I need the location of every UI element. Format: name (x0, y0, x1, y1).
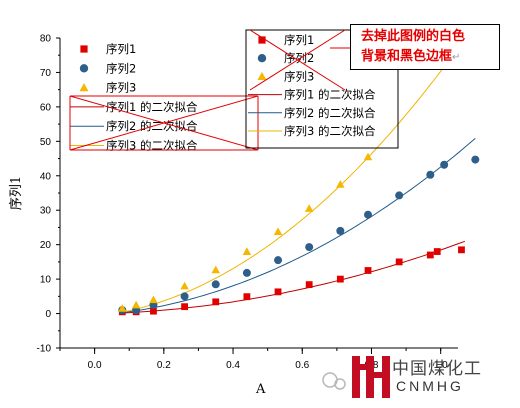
legend-label: 序列3 的二次拟合 (106, 139, 198, 153)
data-point (211, 280, 220, 289)
data-point (426, 170, 435, 179)
data-point (180, 292, 189, 301)
data-point (304, 204, 314, 212)
annotation-line-2: 背景和黑色边框 (361, 49, 453, 64)
y-tick-label: 40 (40, 171, 52, 182)
x-tick-label: 1.0 (434, 360, 448, 371)
data-point (364, 210, 373, 219)
legend-label: 序列1 (284, 33, 314, 47)
data-point (242, 247, 252, 255)
y-tick-label: 30 (40, 206, 52, 217)
watermark-name: 中国煤化工 (392, 359, 482, 379)
logo-mark-icon (322, 356, 390, 398)
data-point (274, 288, 282, 296)
data-point (395, 258, 403, 266)
legend-marker (79, 83, 89, 92)
legend-marker (258, 36, 266, 44)
data-point (395, 191, 404, 200)
watermark-logo: 中国煤化工 CNMHG (300, 350, 520, 404)
y-tick-label: 10 (40, 275, 52, 286)
x-tick-label: 0.6 (295, 360, 309, 371)
watermark-sub: CNMHG (396, 378, 464, 394)
legend-label: 序列2 (106, 61, 136, 75)
y-tick-label: 20 (40, 240, 52, 251)
y-tick-label: -10 (37, 344, 52, 355)
fit-line (122, 47, 459, 313)
y-tick-label: 0 (45, 309, 51, 320)
data-point (305, 281, 313, 289)
legend-marker (257, 71, 267, 80)
fit-line (122, 138, 476, 314)
data-point (336, 226, 345, 235)
x-tick-label: 0.4 (226, 360, 240, 371)
data-point (274, 256, 283, 265)
data-point (433, 248, 441, 255)
strike-line (249, 29, 346, 91)
data-point (131, 300, 141, 309)
legend-label: 序列3 (106, 81, 136, 95)
data-point (336, 275, 344, 283)
data-points (118, 152, 480, 316)
x-axis-title: A (255, 382, 266, 397)
data-point (211, 265, 220, 274)
strike-line (69, 95, 259, 151)
data-point (364, 267, 372, 274)
data-point (440, 160, 449, 169)
data-point (273, 227, 283, 235)
axes: -10010203040506070800.00.20.40.60.81.0A序… (9, 34, 458, 397)
legend-label: 序列1 (106, 42, 136, 56)
legend-frame (245, 29, 399, 149)
annotation-line-1: 去掉此图例的白色 (361, 29, 466, 44)
legend-label: 序列1 的二次拟合 (106, 100, 198, 114)
legend-label: 序列1 的二次拟合 (284, 88, 376, 102)
data-point (243, 293, 251, 301)
fit-line (122, 240, 466, 314)
annotation-callout: 去掉此图例的白色 背景和黑色边框↵ (350, 24, 500, 70)
legend-label: 序列3 (284, 69, 314, 83)
data-point (180, 281, 189, 290)
y-axis-title: 序列1 (9, 176, 24, 210)
data-point (363, 152, 373, 161)
legend-marker (80, 45, 88, 53)
data-point (426, 251, 434, 259)
y-tick-label: 50 (40, 137, 52, 148)
data-point (149, 295, 158, 304)
legend-marker (79, 64, 89, 73)
data-point (181, 303, 188, 311)
data-point (150, 307, 157, 315)
y-tick-label: 70 (40, 68, 52, 79)
legend-label: 序列3 的二次拟合 (284, 124, 376, 138)
data-point (458, 246, 465, 254)
return-mark: ↵ (452, 52, 461, 63)
data-point (118, 304, 127, 312)
data-point (305, 243, 314, 252)
y-tick-label: 60 (40, 102, 52, 113)
data-point (242, 268, 251, 277)
legend-label: 序列2 (284, 51, 314, 65)
data-point (471, 155, 480, 164)
data-point (212, 298, 220, 306)
legend-label: 序列2 的二次拟合 (284, 106, 376, 120)
x-tick-label: 0.2 (157, 360, 171, 371)
y-tick-label: 80 (40, 34, 52, 45)
fit-lines (122, 47, 476, 314)
data-point (336, 180, 345, 188)
x-tick-label: 0.0 (88, 360, 102, 371)
legend-marker (257, 54, 267, 63)
